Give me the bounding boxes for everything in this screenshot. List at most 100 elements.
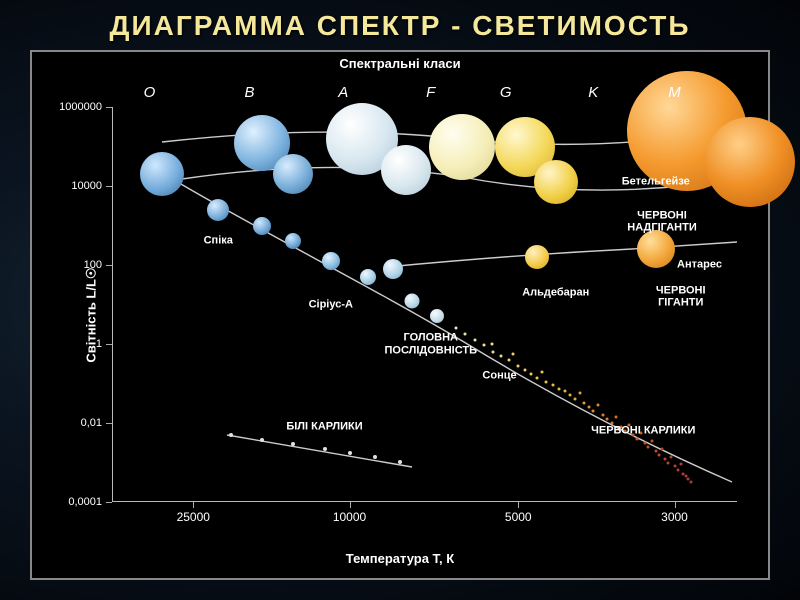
star-o-blue: [140, 152, 184, 196]
ms-dot: [664, 457, 667, 460]
ms-dot: [578, 392, 581, 395]
x-axis-title: Температура T, К: [346, 551, 454, 566]
ms-paleblue-2: [383, 259, 403, 279]
label-aldebaran: Альдебаран: [522, 286, 589, 299]
y-tick: [106, 186, 112, 187]
ms-dot: [491, 343, 494, 346]
ms-dot: [500, 354, 503, 357]
label-antares: Антарес: [677, 259, 722, 272]
ms-dot: [673, 465, 676, 468]
ms-dot: [689, 481, 692, 484]
ms-dot: [545, 380, 548, 383]
ms-dot: [654, 449, 657, 452]
label-main-seq: ГОЛОВНАПОСЛІДОВНІСТЬ: [384, 331, 477, 356]
betelgeuse-2: [705, 117, 795, 207]
y-tick: [106, 502, 112, 503]
aldebaran: [525, 245, 549, 269]
ms-dot: [563, 390, 566, 393]
antares: [637, 230, 675, 268]
x-tick-label: 3000: [661, 510, 688, 524]
wd-dot: [373, 455, 377, 459]
y-tick-label: 100: [84, 259, 102, 271]
label-red-dwarfs: ЧЕРВОНІ КАРЛИКИ: [591, 425, 695, 438]
ms-dot: [523, 368, 526, 371]
ms-paleblue-3: [405, 293, 420, 308]
star-g-yellow2: [534, 160, 578, 204]
star-b-blue2: [273, 154, 313, 194]
wd-dot: [260, 438, 264, 442]
y-tick: [106, 265, 112, 266]
ms-dot: [587, 406, 590, 409]
y-tick-label: 10000: [71, 180, 102, 192]
x-tick-label: 10000: [333, 510, 366, 524]
y-tick-label: 0,01: [81, 417, 102, 429]
ms-dot: [568, 394, 571, 397]
x-tick: [350, 502, 351, 508]
spectral-class-G: G: [500, 84, 512, 101]
wd-dot: [398, 460, 402, 464]
spectral-class-A: A: [338, 84, 348, 101]
ms-dot: [512, 352, 515, 355]
ms-dot: [529, 372, 532, 375]
ms-dot: [507, 358, 510, 361]
label-spica: Спіка: [204, 235, 233, 248]
y-tick: [106, 423, 112, 424]
ms-dot: [573, 398, 576, 401]
ms-dot: [551, 384, 554, 387]
wd-dot: [291, 442, 295, 446]
ms-dot: [582, 402, 585, 405]
ms-paleblue-1: [360, 269, 376, 285]
wd-dot: [229, 433, 233, 437]
spica: [207, 199, 229, 221]
spectral-class-M: M: [668, 84, 681, 101]
ms-blue-2: [285, 233, 301, 249]
ms-dot: [657, 453, 660, 456]
ms-dot: [651, 439, 654, 442]
ms-dot: [517, 364, 520, 367]
ms-dot: [670, 455, 673, 458]
spectral-class-O: O: [144, 84, 156, 101]
ms-blue-1: [253, 217, 271, 235]
star-a-pale2: [381, 145, 431, 195]
label-white-dwarfs: БІЛІ КАРЛИКИ: [286, 421, 362, 434]
spectral-axis-title: Спектральні класи: [339, 56, 460, 71]
ms-dot: [606, 418, 609, 421]
ms-dot: [541, 370, 544, 373]
label-sun: Сонце: [482, 369, 516, 382]
x-tick-label: 5000: [505, 510, 532, 524]
star-f-cream: [429, 114, 495, 180]
y-tick-label: 1000000: [59, 101, 102, 113]
ms-dot: [636, 437, 639, 440]
label-supergiants: ЧЕРВОНІНАДГІГАНТИ: [627, 209, 696, 234]
sequence-white-dwarfs: [227, 435, 412, 467]
y-tick-label: 1: [96, 338, 102, 350]
wd-dot: [323, 447, 327, 451]
ms-dot: [647, 445, 650, 448]
ms-dot: [667, 461, 670, 464]
spectral-class-F: F: [426, 84, 435, 101]
ms-dot: [676, 469, 679, 472]
x-tick-label: 25000: [177, 510, 210, 524]
ms-dot: [643, 441, 646, 444]
plot-area: Спіка Сіріус-А ГОЛОВНАПОСЛІДОВНІСТЬ Сонце Ал…: [112, 107, 737, 502]
ms-dot: [592, 410, 595, 413]
x-tick: [518, 502, 519, 508]
label-giants: ЧЕРВОНІГІГАНТИ: [656, 284, 706, 309]
y-tick-label: 0,0001: [68, 496, 102, 508]
ms-dot: [679, 463, 682, 466]
spectral-class-K: K: [588, 84, 598, 101]
ms-dot: [615, 416, 618, 419]
x-tick: [675, 502, 676, 508]
ms-dot: [454, 327, 457, 330]
wd-dot: [348, 451, 352, 455]
ms-dot: [482, 343, 485, 346]
ms-dot: [557, 387, 560, 390]
label-sirius-a: Сіріус-А: [309, 298, 353, 311]
spectral-class-B: B: [244, 84, 254, 101]
ms-pale-4: [430, 309, 444, 323]
y-tick: [106, 107, 112, 108]
ms-dot: [601, 414, 604, 417]
ms-dot: [661, 447, 664, 450]
sirius-a: [322, 252, 340, 270]
ms-dot: [597, 404, 600, 407]
